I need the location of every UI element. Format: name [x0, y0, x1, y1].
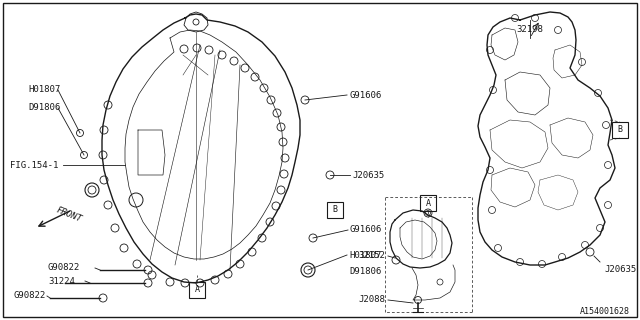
Text: D91806: D91806: [349, 268, 381, 276]
Text: J20635: J20635: [352, 171, 384, 180]
Text: 32152: 32152: [358, 251, 385, 260]
Text: G90822: G90822: [14, 292, 46, 300]
Text: H01807: H01807: [28, 85, 60, 94]
Text: G90822: G90822: [48, 263, 80, 273]
Text: FIG.154-1: FIG.154-1: [10, 161, 58, 170]
Text: A: A: [195, 285, 200, 294]
Text: 31224: 31224: [48, 276, 75, 285]
Text: G91606: G91606: [350, 226, 382, 235]
Text: B: B: [618, 125, 623, 134]
Text: B: B: [333, 205, 337, 214]
Text: FRONT: FRONT: [55, 206, 83, 224]
Text: 32198: 32198: [516, 26, 543, 35]
Text: J2088: J2088: [358, 295, 385, 305]
Text: D91806: D91806: [28, 103, 60, 113]
Text: A154001628: A154001628: [580, 308, 630, 316]
Text: J20635: J20635: [604, 266, 636, 275]
Text: A: A: [426, 198, 431, 207]
Text: G91606: G91606: [349, 91, 381, 100]
Text: H01807: H01807: [349, 251, 381, 260]
